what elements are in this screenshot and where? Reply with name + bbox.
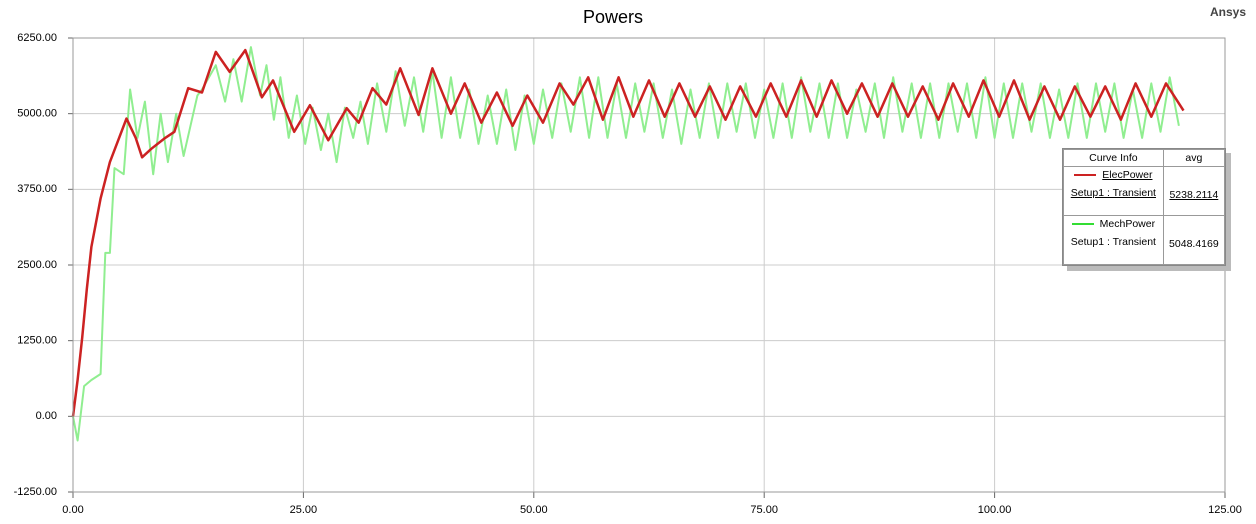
x-tick-label: 100.00 [978,504,1012,516]
plot-lines [71,46,1185,442]
y-tick-label: -1250.00 [14,486,57,498]
x-tick-label: 25.00 [290,504,318,516]
grid [68,37,1226,498]
y-tick-label: 6250.00 [17,32,57,44]
legend-avg: 5048.4169 [1169,238,1219,250]
y-tick-label: 1250.00 [17,335,57,347]
series-line [72,46,1180,442]
legend-table: Curve Info avg ElecPower Setup1 : Transien… [1063,149,1226,265]
y-tick-label: 5000.00 [17,108,57,120]
series-line [71,48,1185,417]
legend-name: ElecPower [1102,169,1153,181]
x-tick-label: 75.00 [750,504,778,516]
legend-header: avg [1162,149,1226,167]
chart-title: Powers [583,7,643,27]
legend-swatch [1071,223,1094,226]
y-tick-label: 3750.00 [17,183,57,195]
legend: Curve Info avg ElecPower Setup1 : Transien… [1062,148,1226,266]
legend-avg: 5238.2114 [1169,189,1219,201]
y-tick-label: 0.00 [36,410,57,422]
x-tick-label: 125.00 [1208,504,1242,516]
legend-context: Setup1 : Transient [1070,236,1156,248]
y-tick-label: 2500.00 [17,259,57,271]
legend-context: Setup1 : Transient [1070,187,1156,199]
x-tick-label: 0.00 [62,504,83,516]
legend-header: Curve Info [1063,149,1164,167]
x-tick-label: 50.00 [520,504,548,516]
legend-name: MechPower [1099,218,1156,230]
brand: Ansys [1210,5,1246,19]
legend-swatch [1074,174,1097,177]
